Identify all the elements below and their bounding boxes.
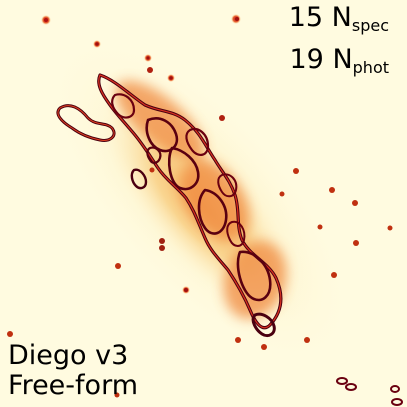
model-type: Free-form <box>8 370 138 401</box>
galaxy-dots <box>7 14 393 398</box>
spec-subscript: spec <box>351 16 389 35</box>
spec-number: 15 <box>288 2 324 33</box>
spec-symbol: N <box>331 2 352 33</box>
model-name: Diego v3 <box>8 340 129 371</box>
phot-subscript: phot <box>352 58 389 77</box>
phot-count: 19 Nphot <box>289 44 389 84</box>
critical-curves <box>56 73 283 338</box>
phot-number: 19 <box>289 44 324 75</box>
phot-symbol: N <box>332 44 353 75</box>
spec-count: 15 Nspec <box>289 2 389 42</box>
lower-right-pair <box>336 377 403 406</box>
